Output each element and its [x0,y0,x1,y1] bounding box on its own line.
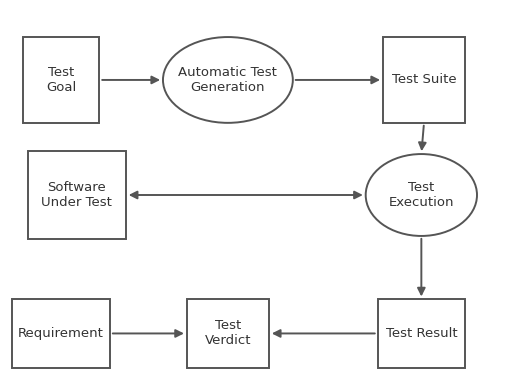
Text: Automatic Test
Generation: Automatic Test Generation [179,66,277,94]
FancyBboxPatch shape [12,300,110,367]
Text: Requirement: Requirement [18,327,104,340]
Text: Test
Execution: Test Execution [388,181,454,209]
Ellipse shape [163,37,293,123]
Text: Test
Verdict: Test Verdict [205,319,251,347]
Text: Test Suite: Test Suite [392,73,456,87]
Text: Test
Goal: Test Goal [46,66,76,94]
FancyBboxPatch shape [23,37,100,123]
FancyBboxPatch shape [377,300,465,367]
Circle shape [366,154,477,236]
Text: Software
Under Test: Software Under Test [41,181,112,209]
Text: Test Result: Test Result [385,327,457,340]
FancyBboxPatch shape [187,300,269,367]
FancyBboxPatch shape [28,151,126,239]
FancyBboxPatch shape [383,37,465,123]
